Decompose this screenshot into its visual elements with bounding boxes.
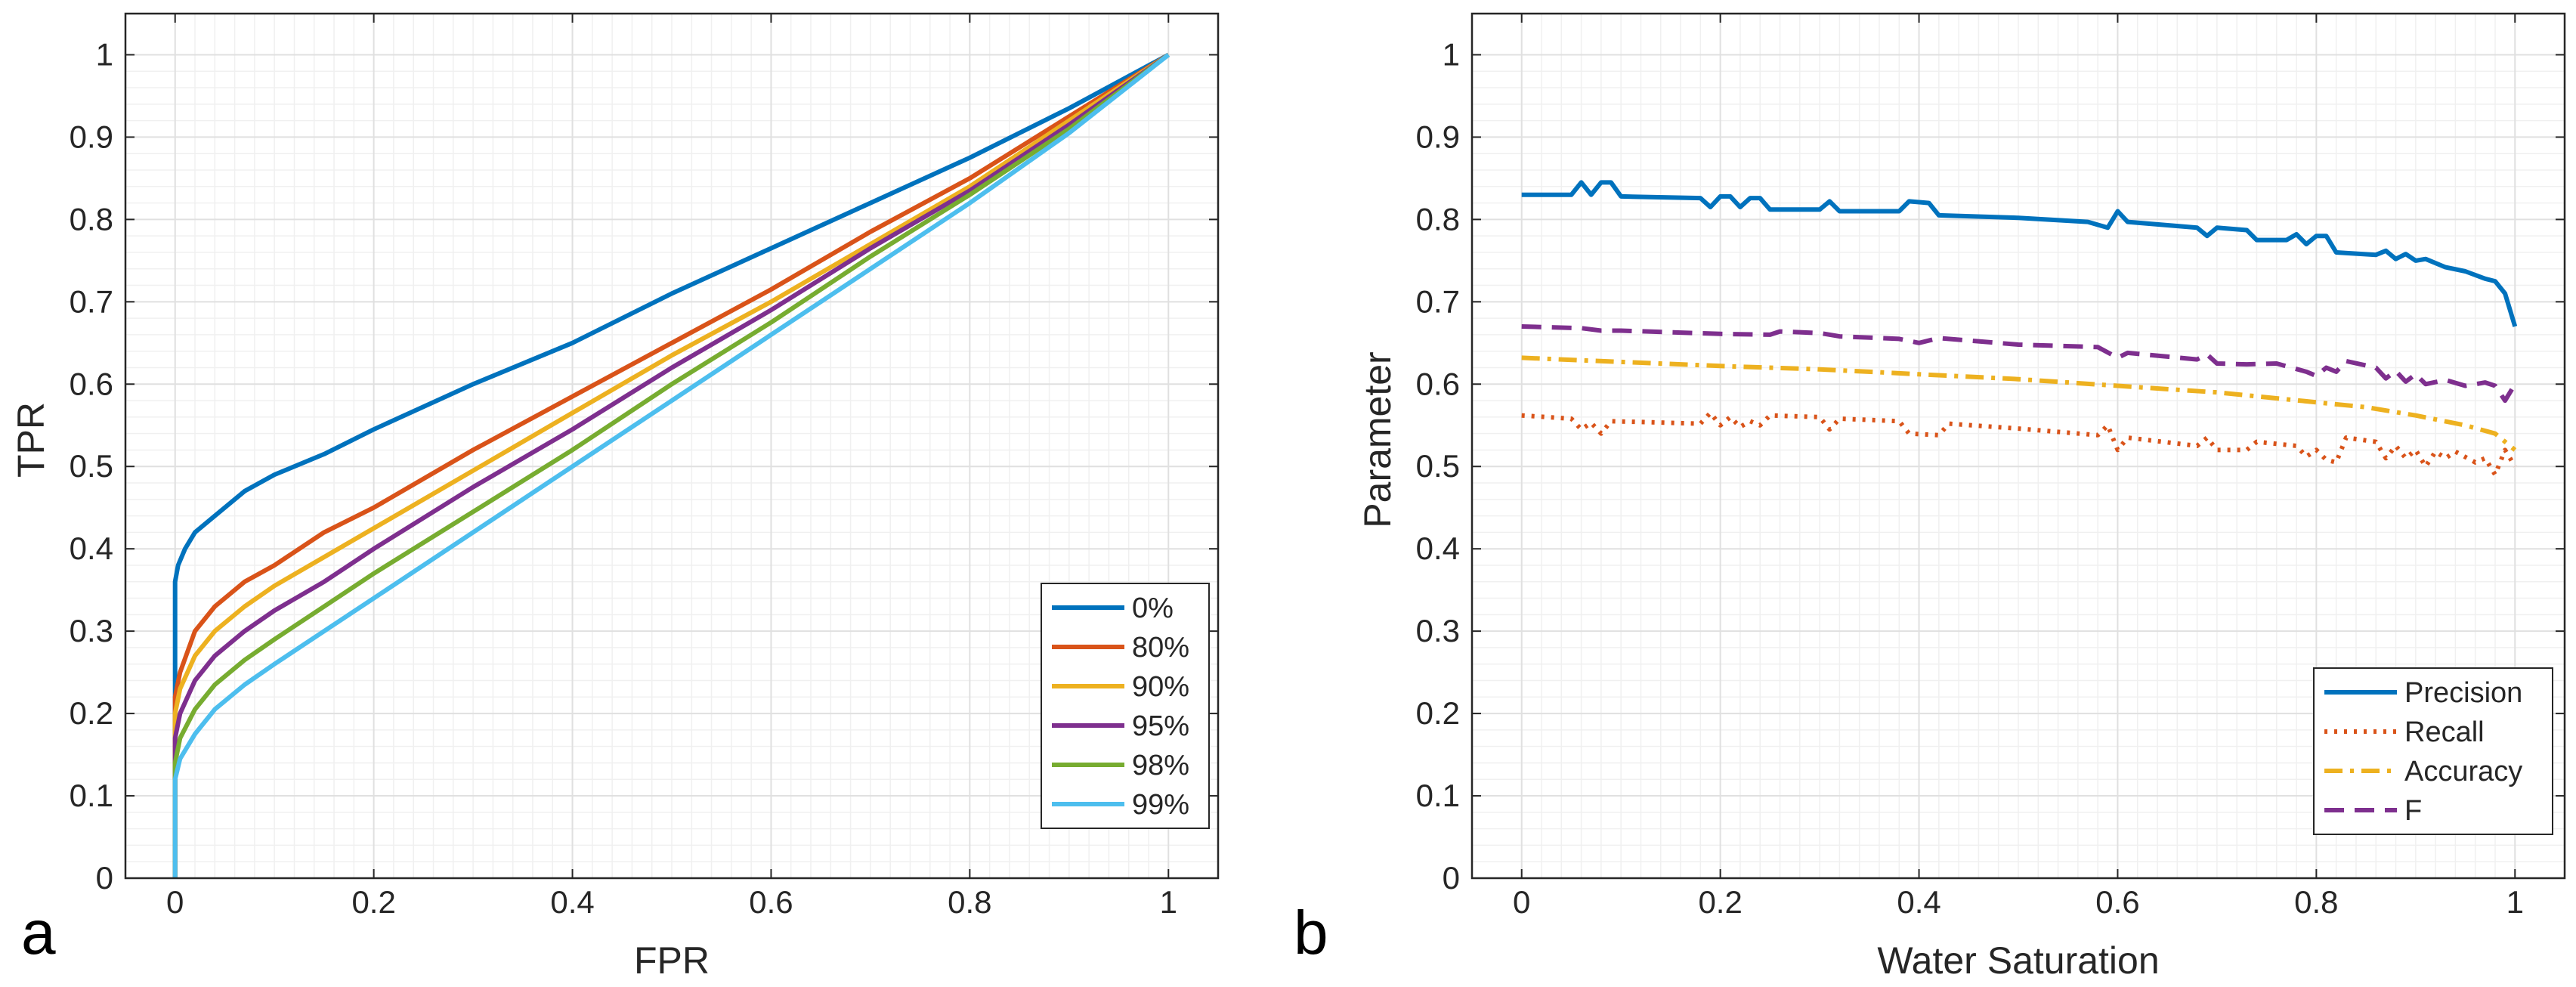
y-tick-label: 0.3 [70, 613, 113, 648]
series-line-99pct [172, 53, 1170, 878]
legend-label: Recall [2404, 716, 2485, 748]
series-line-98pct [172, 53, 1170, 878]
y-tick-label: 0.7 [1416, 283, 1460, 319]
y-tick-label: 0.7 [70, 283, 113, 319]
panel-b-ylabel: Parameter [1356, 351, 1399, 528]
panel-b-legend: Precision Recall Accuracy F [2313, 667, 2553, 835]
y-tick-label: 0.6 [70, 366, 113, 401]
panel-b-xlabel: Water Saturation [1877, 939, 2159, 982]
x-tick-label: 0 [166, 884, 184, 920]
series-line-80pct [172, 52, 1170, 878]
y-tick-label: 0.2 [70, 695, 113, 731]
panel-a-label: a [21, 899, 56, 967]
legend-label: Accuracy [2404, 756, 2522, 787]
series-line-accuracy [1521, 355, 2517, 452]
y-tick-label: 0.4 [1416, 531, 1460, 566]
y-tick-label: 0.3 [1416, 613, 1460, 648]
legend-label: 0% [1132, 593, 1174, 624]
y-tick-label: 0.1 [1416, 778, 1460, 813]
series-line-f [1521, 324, 2517, 404]
legend-label: 80% [1132, 632, 1189, 664]
y-tick-label: 0 [96, 860, 113, 896]
panel-a-xlabel: FPR [634, 939, 710, 982]
x-tick-label: 0.4 [550, 884, 594, 920]
legend-label: 98% [1132, 750, 1189, 781]
panel-a-chart: a TPR FPR 0 0.2 0.4 0.6 0.8 1 0 0.1 0.2 0.3 0.4 0.5… [10, 12, 1220, 982]
x-tick-label: 0.6 [2095, 884, 2139, 920]
legend-label: F [2404, 795, 2422, 827]
x-tick-label: 0.2 [351, 884, 395, 920]
series-line-recall [1521, 410, 2517, 478]
y-tick-label: 0.5 [1416, 448, 1460, 484]
x-tick-label: 0 [1513, 884, 1530, 920]
x-tick-label: 0.8 [948, 884, 991, 920]
x-tick-label: 0.8 [2294, 884, 2338, 920]
legend-box [1041, 583, 1210, 829]
legend-label: Precision [2404, 677, 2522, 709]
x-tick-label: 0.4 [1897, 884, 1941, 920]
y-tick-label: 0.6 [1416, 366, 1460, 401]
panel-a-legend: 0% 80% 90% 95% 98% 99% [1041, 583, 1210, 829]
x-tick-label: 1 [2506, 884, 2524, 920]
panel-b-axes-box [1470, 12, 2566, 880]
series-line-90pct [172, 52, 1170, 878]
legend-label: 99% [1132, 789, 1189, 821]
panel-b-label: b [1294, 899, 1328, 967]
y-tick-label: 0.9 [1416, 119, 1460, 154]
y-tick-label: 0 [1443, 860, 1460, 896]
x-tick-label: 0.2 [1698, 884, 1742, 920]
y-tick-label: 1 [1443, 36, 1460, 72]
x-tick-label: 0.6 [749, 884, 793, 920]
series-line-precision [1521, 180, 2518, 327]
series-line-0pct [172, 52, 1170, 878]
y-tick-label: 1 [96, 36, 113, 72]
series-line-95pct [172, 53, 1170, 878]
y-tick-label: 0.8 [70, 201, 113, 237]
legend-label: 95% [1132, 710, 1189, 742]
y-tick-label: 0.4 [70, 531, 113, 566]
x-tick-label: 1 [1160, 884, 1177, 920]
y-tick-label: 0.5 [70, 448, 113, 484]
legend-label: 90% [1132, 671, 1189, 703]
y-tick-label: 0.2 [1416, 695, 1460, 731]
y-tick-label: 0.1 [70, 778, 113, 813]
legend-box [2313, 667, 2553, 835]
panel-a-axes-box [124, 12, 1220, 880]
panel-b-chart: b Parameter Water Saturation 0 0.2 0.4 0.6 0… [1294, 12, 2566, 982]
panel-a-ylabel: TPR [10, 402, 52, 478]
y-tick-label: 0.9 [70, 119, 113, 154]
y-tick-label: 0.8 [1416, 201, 1460, 237]
